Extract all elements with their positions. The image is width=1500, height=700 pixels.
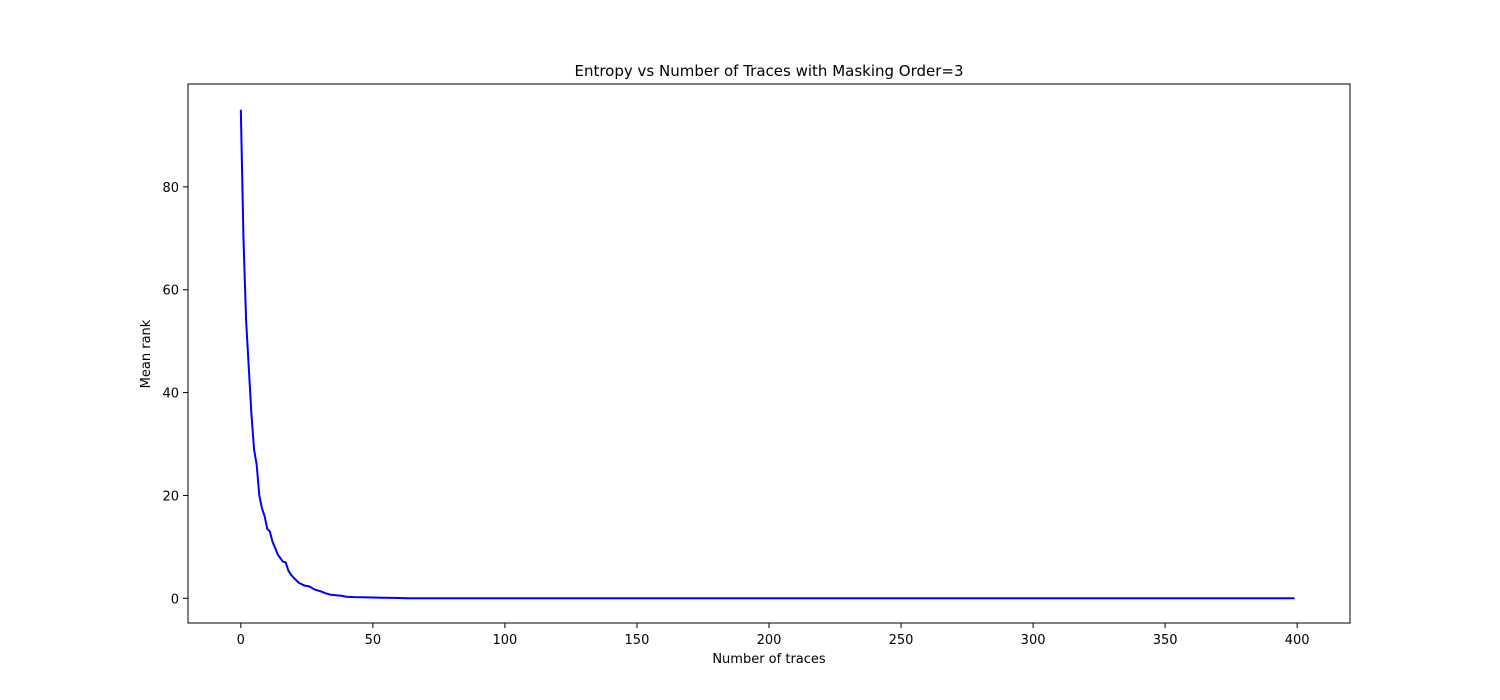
y-tick-label: 40: [162, 387, 179, 402]
y-tick-label: 80: [162, 181, 179, 196]
y-axis-ticks: 0 20 40 60 80: [162, 181, 188, 607]
x-tick-label: 0: [237, 633, 245, 648]
chart-title: Entropy vs Number of Traces with Masking…: [574, 62, 963, 80]
y-tick-label: 60: [162, 284, 179, 299]
x-axis-ticks: 0 50 100 150 200 250 300 350 400: [237, 623, 1310, 648]
x-tick-label: 250: [889, 633, 914, 648]
x-tick-label: 300: [1021, 633, 1046, 648]
axes-frame: [187, 83, 1351, 624]
x-tick-label: 100: [492, 633, 517, 648]
x-tick-label: 350: [1153, 633, 1178, 648]
x-tick-label: 150: [625, 633, 650, 648]
x-axis-label: Number of traces: [712, 652, 826, 667]
plot-area: [187, 83, 1351, 624]
y-tick-label: 0: [171, 592, 179, 607]
series-line-0: [239, 109, 1295, 600]
y-tick-label: 20: [162, 489, 179, 504]
y-axis-label: Mean rank: [139, 319, 154, 388]
x-tick-label: 400: [1285, 633, 1310, 648]
x-tick-label: 200: [757, 633, 782, 648]
x-tick-label: 50: [365, 633, 382, 648]
